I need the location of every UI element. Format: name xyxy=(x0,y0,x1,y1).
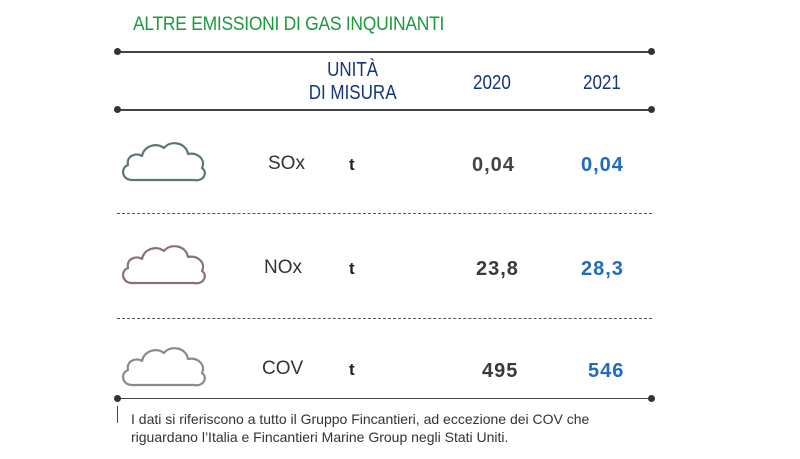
footnote-line2: riguardano l’Italia e Fincantieri Marine… xyxy=(131,429,509,445)
unit-header-line2: DI MISURA xyxy=(308,82,397,104)
year-2020-header: 2020 xyxy=(473,72,511,94)
value-2020: 495 xyxy=(482,360,519,382)
pollutant-label: NOx xyxy=(264,257,302,278)
note-marker-line xyxy=(117,406,118,423)
divider-dot-left xyxy=(114,106,121,113)
divider-dot-right xyxy=(648,395,655,402)
value-2020: 0,04 xyxy=(472,154,515,176)
unit-value: t xyxy=(349,155,355,174)
unit-header: UNITÀ DI MISURA xyxy=(308,59,397,105)
divider-dot-right xyxy=(648,48,655,55)
bottom-divider xyxy=(117,398,652,399)
header-divider xyxy=(117,109,652,111)
unit-value: t xyxy=(349,259,355,278)
pollutant-label: COV xyxy=(262,358,304,379)
footnote: I dati si riferiscono a tutto il Gruppo … xyxy=(131,410,691,446)
cloud-icon xyxy=(122,142,206,182)
footnote-line1: I dati si riferiscono a tutto il Gruppo … xyxy=(131,411,590,427)
unit-header-line1: UNITÀ xyxy=(327,59,379,81)
top-divider xyxy=(117,51,652,53)
value-2020: 23,8 xyxy=(476,258,519,280)
cloud-icon xyxy=(122,347,206,387)
value-2021: 0,04 xyxy=(581,154,624,176)
cloud-icon xyxy=(122,245,206,285)
pollutant-label: SOx xyxy=(268,153,305,174)
divider-dot-left xyxy=(114,395,121,402)
divider-dot-left xyxy=(114,48,121,55)
row-divider xyxy=(117,213,652,214)
row-divider xyxy=(117,318,652,319)
value-2021: 28,3 xyxy=(581,258,624,280)
value-2021: 546 xyxy=(588,360,625,382)
divider-dot-right xyxy=(648,106,655,113)
page-title: ALTRE EMISSIONI DI GAS INQUINANTI xyxy=(133,14,445,35)
year-2021-header: 2021 xyxy=(583,72,621,94)
unit-value: t xyxy=(349,360,355,379)
